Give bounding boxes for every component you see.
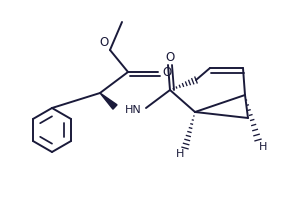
Text: O: O <box>165 50 175 63</box>
Polygon shape <box>100 93 117 109</box>
Text: H: H <box>176 149 184 159</box>
Text: O: O <box>162 65 172 78</box>
Text: O: O <box>99 35 109 48</box>
Text: H: H <box>259 142 267 152</box>
Text: HN: HN <box>125 105 141 115</box>
